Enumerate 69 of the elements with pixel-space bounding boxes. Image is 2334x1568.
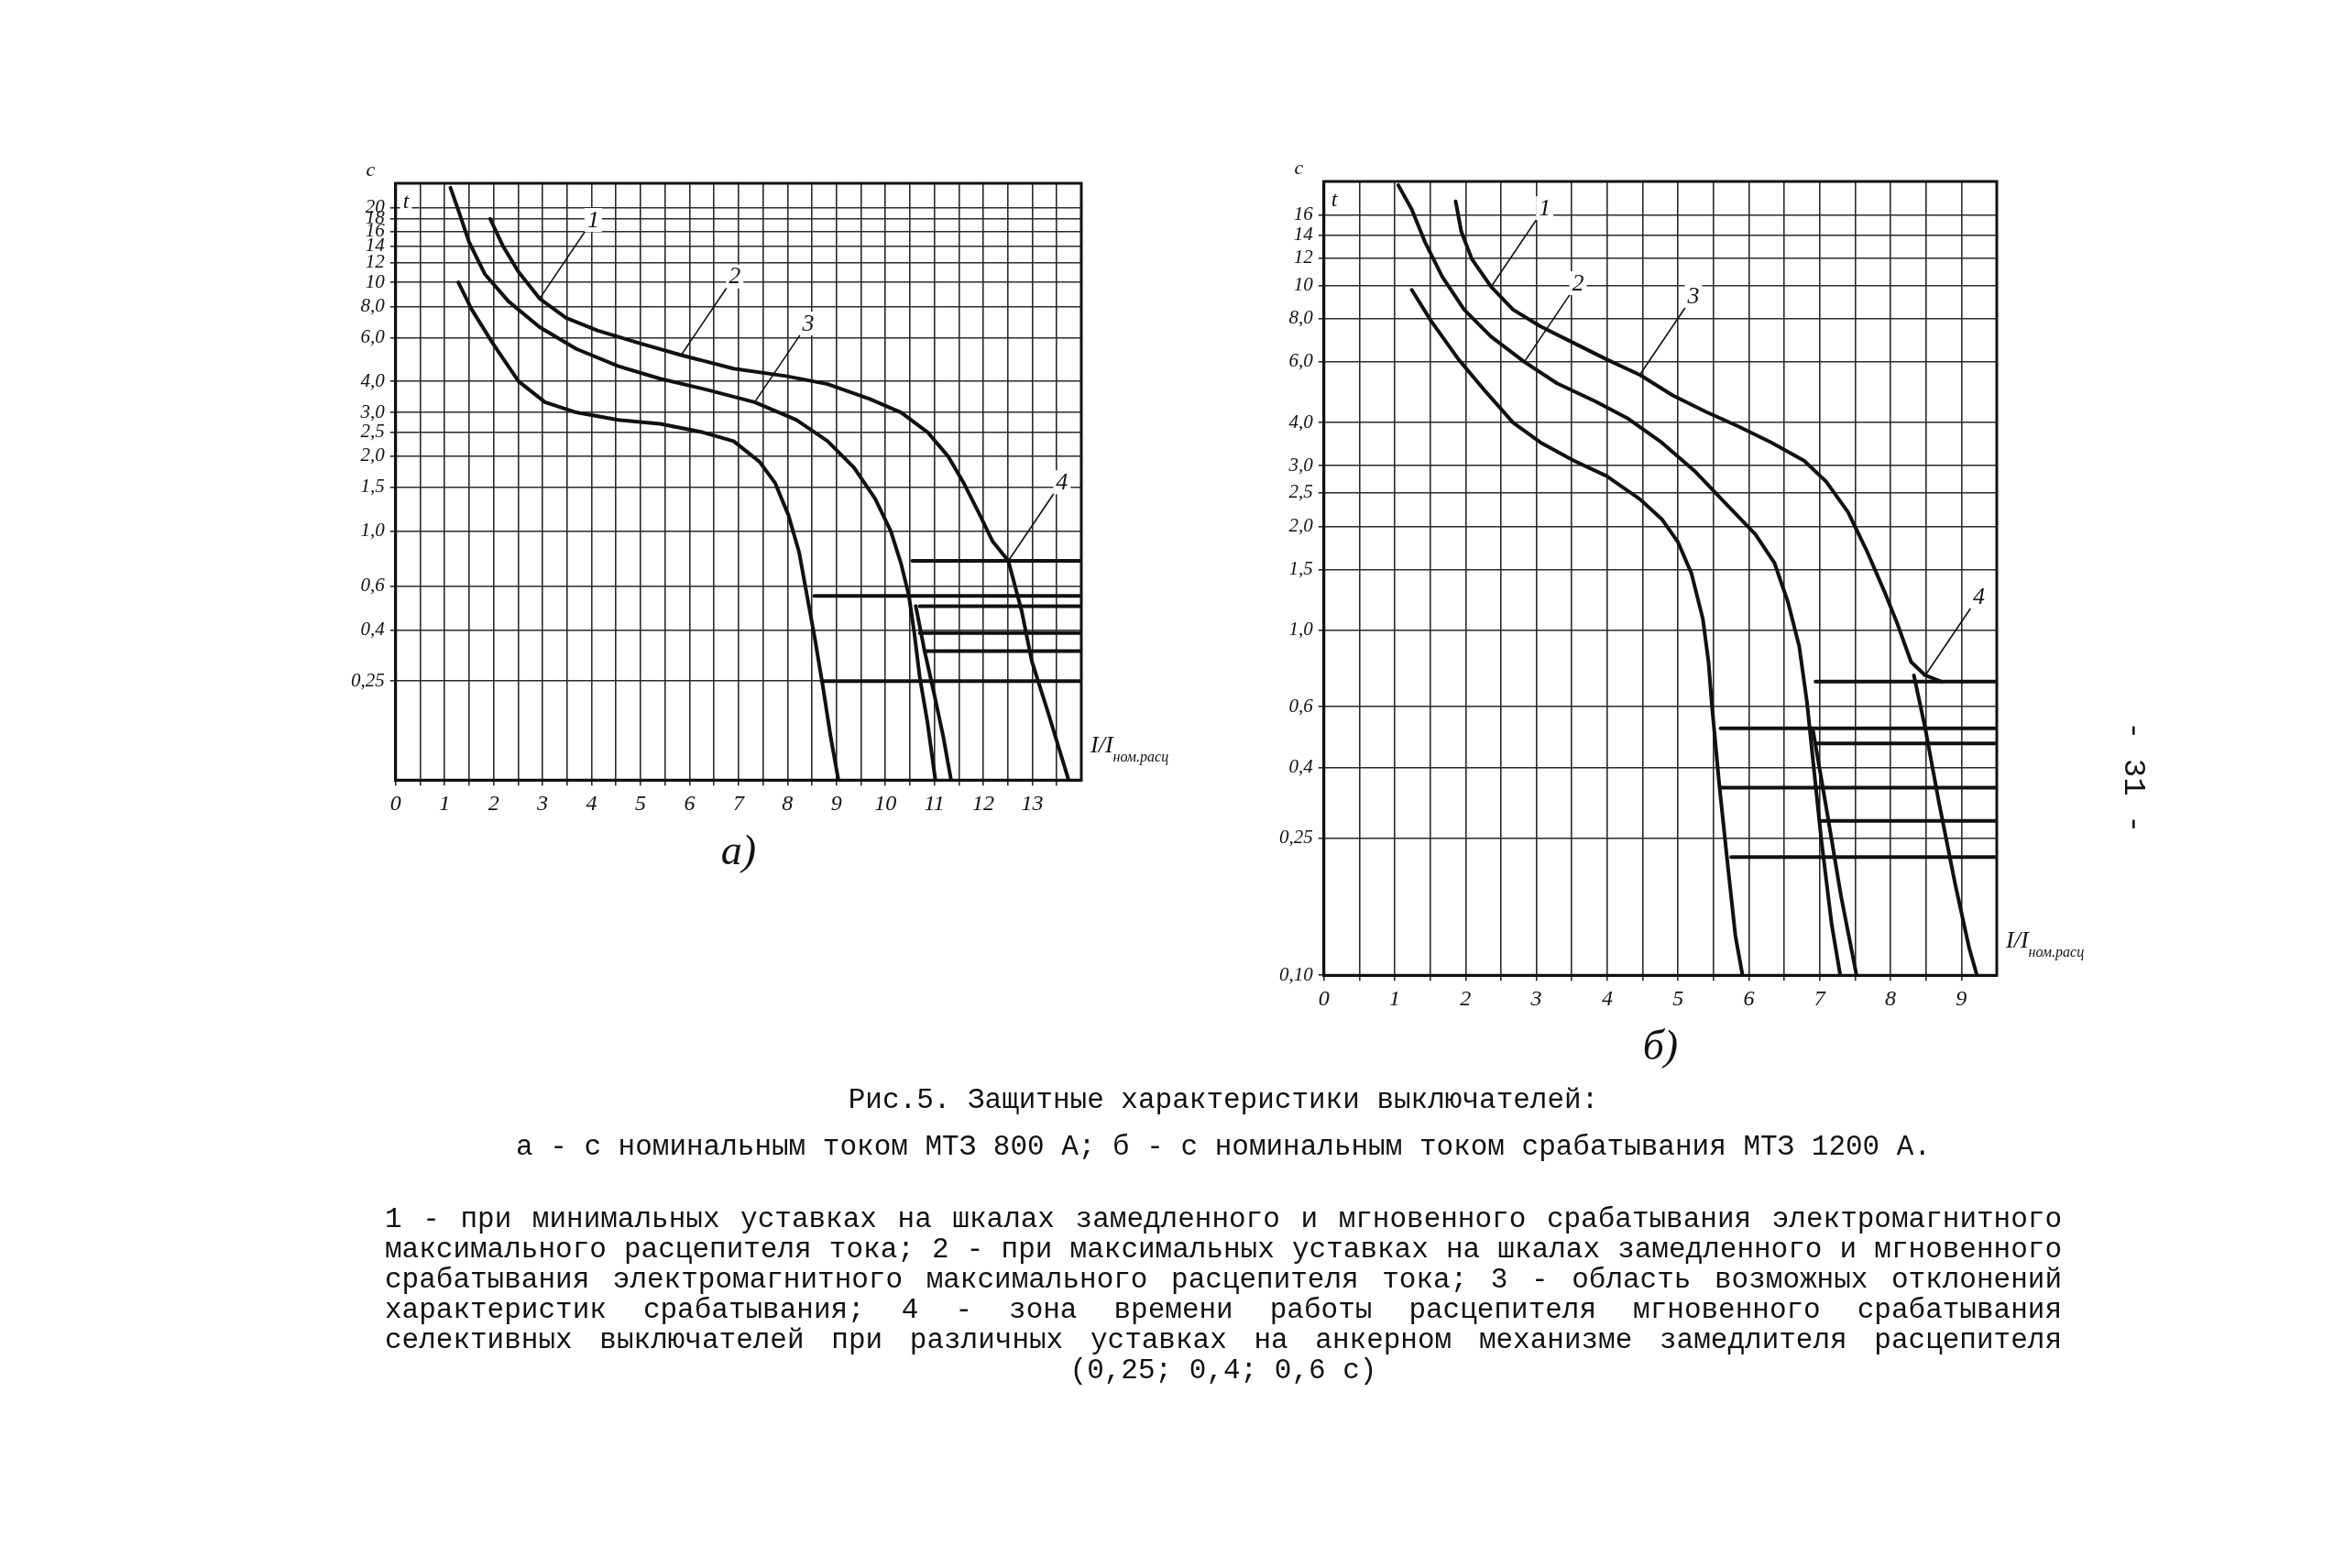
x-tick-label: 1 — [1389, 985, 1401, 1010]
x-tick-label: 4 — [1601, 985, 1613, 1010]
y-tick-label: 16 — [1293, 203, 1314, 225]
y-tick-label: 14 — [1293, 222, 1314, 245]
annotation: 1 — [1539, 193, 1551, 221]
y-tick-label: 8,0 — [1288, 306, 1314, 329]
annotation: 2 — [729, 262, 741, 290]
x-tick-label: 0 — [389, 790, 401, 815]
x-tick-label: 6 — [684, 790, 696, 815]
annotation: 1 — [586, 205, 599, 233]
y-tick-label: 0,6 — [1288, 694, 1314, 717]
text: а) — [720, 827, 757, 874]
x-tick-label: 3 — [1529, 985, 1542, 1010]
text: б) — [1642, 1022, 1679, 1069]
x-tick-label: 3 — [536, 790, 549, 815]
x-tick-label: 2 — [1460, 985, 1472, 1010]
y-tick-label: 2,0 — [1288, 513, 1314, 536]
y-tick-label: 6,0 — [1288, 349, 1314, 372]
x-tick-label: 8 — [1885, 985, 1897, 1010]
y-tick-label: 3,0 — [1288, 453, 1314, 476]
text: Рис.5. Защитные характеристики выключателей: — [847, 1083, 1600, 1118]
x-tick-label: 0 — [1318, 985, 1330, 1010]
y-tick-label: 0,4 — [1288, 755, 1314, 778]
y-tick-label: 8,0 — [360, 293, 386, 316]
y-tick-label: 3,0 — [359, 400, 386, 422]
annotation: 3 — [1686, 282, 1700, 310]
x-tick-label: 5 — [634, 790, 646, 815]
x-tick-label: 11 — [924, 790, 945, 815]
y-tick-label: 4,0 — [360, 368, 386, 391]
y-tick-label: 12 — [1293, 246, 1314, 269]
text: 1 - при минимальных уставках на шкалах замедленного и мгновенного срабатывания электромагнитного максимального расцепителя тока; 2 - при максимальных уставках на шкалах замедленного и мгновенного срабатывания электромагнитного максимального расцепителя тока; 3 - область возможных отклонений характеристик срабатывания; 4 - зона времени работы расцепителя мгновенного срабатывания селективных выключателей при различных уставках на анкерном механизме замедлителя расцепителя (0,25; 0,4; 0,6 с) — [385, 1203, 2062, 1387]
x-tick-label: 7 — [732, 790, 745, 815]
annotation: 4 — [1056, 468, 1068, 495]
y-tick-label: 0,4 — [360, 618, 386, 641]
y-tick-label: 10 — [1293, 272, 1314, 295]
y-tick-label: 4,0 — [1288, 410, 1314, 433]
x-tick-label: 7 — [1814, 985, 1826, 1010]
y-axis-title: с — [1294, 156, 1304, 179]
text: - 31 - — [2116, 721, 2151, 834]
y-tick-label: 6,0 — [360, 324, 386, 347]
y-tick-label: 2,5 — [1288, 480, 1313, 503]
annotation: t — [402, 189, 411, 213]
x-tick-label: 13 — [1021, 790, 1044, 815]
annotation: 3 — [801, 309, 815, 336]
y-tick-label: 0,10 — [1279, 962, 1314, 985]
y-tick-label: 1,5 — [360, 475, 385, 498]
annotation: 2 — [1572, 269, 1584, 296]
x-tick-label: 12 — [972, 790, 995, 815]
annotation: t — [1331, 187, 1339, 211]
y-tick-label: 2,0 — [360, 444, 386, 466]
y-tick-label: 0,25 — [351, 668, 385, 691]
x-tick-label: 9 — [1956, 985, 1967, 1010]
x-tick-label: 5 — [1672, 985, 1684, 1010]
x-tick-label: 2 — [488, 790, 499, 815]
x-tick-label: 6 — [1743, 985, 1755, 1010]
y-tick-label: 1,0 — [360, 519, 386, 542]
text: а - с номинальным током МТЗ 800 А; б - с номинальным током срабатывания МТЗ 1200 А. — [514, 1131, 1933, 1164]
y-tick-label: 2,5 — [360, 420, 385, 443]
x-tick-label: 4 — [586, 790, 597, 815]
x-tick-label: 1 — [439, 790, 451, 815]
x-tick-label: 9 — [830, 790, 842, 815]
y-axis-title: с — [366, 158, 376, 181]
annotation: 4 — [1972, 582, 1985, 609]
x-tick-label: 10 — [874, 790, 897, 815]
y-tick-label: 1,5 — [1288, 556, 1313, 579]
y-tick-label: 0,25 — [1279, 825, 1313, 848]
y-tick-label: 1,0 — [1288, 618, 1314, 641]
x-tick-label: 8 — [782, 790, 794, 815]
y-tick-label: 0,6 — [360, 574, 386, 597]
